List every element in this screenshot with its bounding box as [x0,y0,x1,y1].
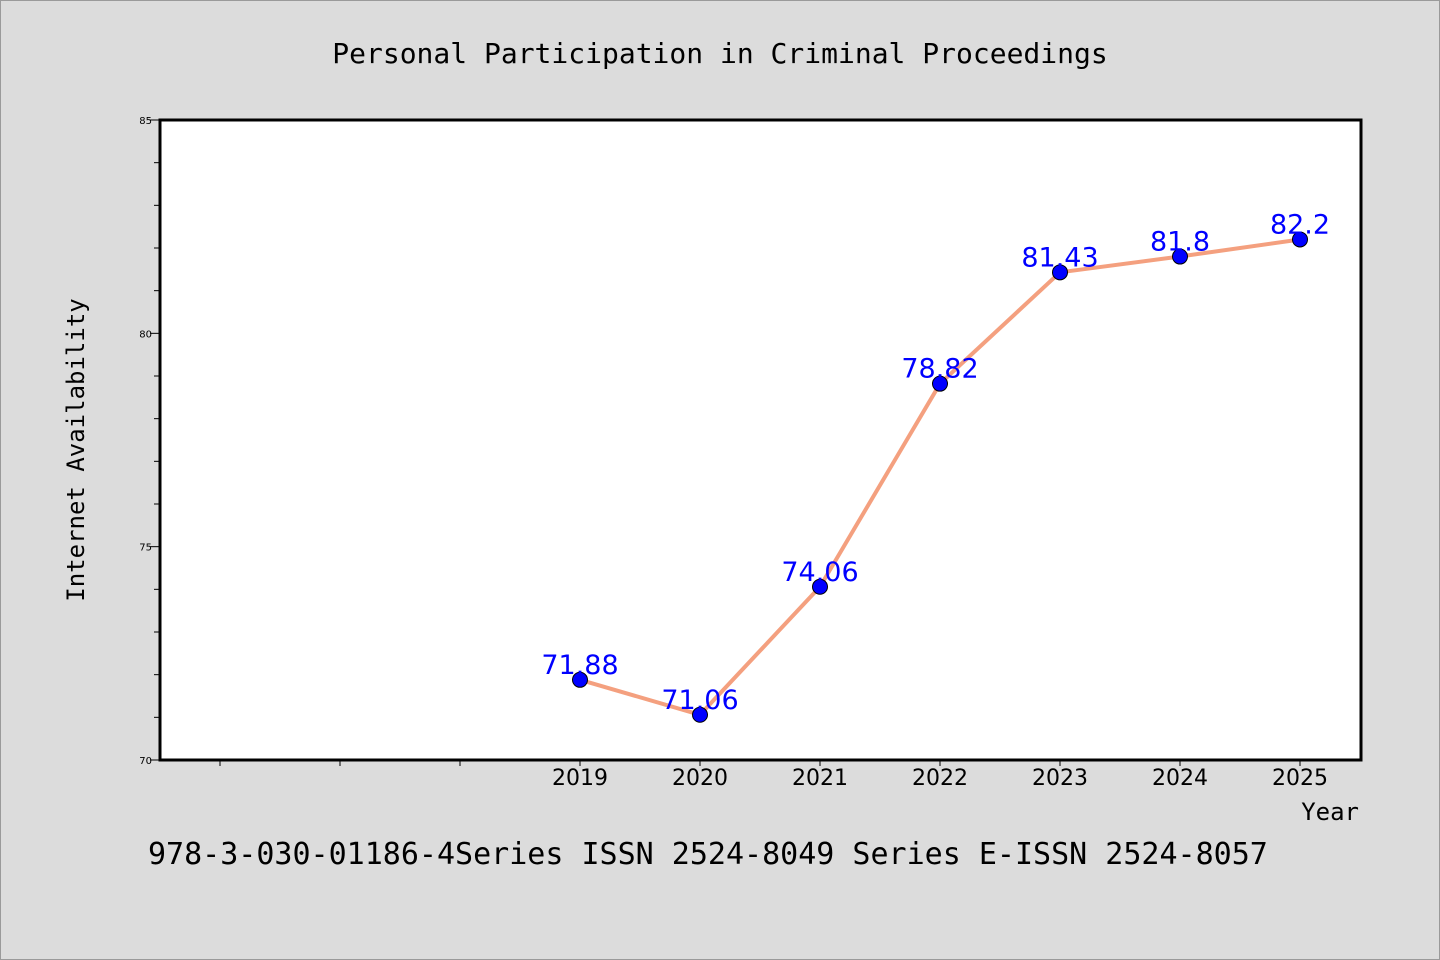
y-tick-label: 70 [139,756,152,767]
data-point [1292,231,1308,248]
y-axis-label: Internet Availability [62,298,90,601]
data-point [932,375,948,392]
x-tick-label: 2019 [552,766,608,791]
x-axis-label: Year [1301,798,1359,826]
x-tick-label: 2020 [672,766,728,791]
y-tick-label: 85 [139,116,152,127]
footer-text: 978-3-030-01186-4Series ISSN 2524-8049 S… [148,837,1268,872]
data-label: 78.82 [901,354,978,385]
plot-area [158,118,1363,762]
data-label: 82.2 [1270,209,1330,240]
y-tick-label: 80 [139,329,152,340]
x-tick-label: 2024 [1152,766,1208,791]
data-point [692,706,708,723]
data-point [812,578,828,595]
data-labels-group: 71.88 71.06 74.06 78.82 81.43 81.8 82.2 [541,209,1330,715]
axis-ticks: 70 75 80 85 2019 2020 2021 2022 2023 2024 2025 [139,116,1328,791]
data-label: 74.06 [781,557,858,588]
y-tick-label: 75 [139,543,152,554]
data-label: 81.8 [1150,227,1210,258]
x-tick-label: 2022 [912,766,968,791]
data-point [1052,264,1068,281]
data-point [1172,248,1188,265]
x-tick-label: 2025 [1272,766,1328,791]
data-label: 71.88 [541,650,618,681]
data-point [572,671,588,688]
chart-title: Personal Participation in Criminal Proce… [332,37,1107,70]
markers-group [572,231,1308,723]
data-label: 81.43 [1021,242,1098,273]
x-tick-label: 2021 [792,766,848,791]
data-label: 71.06 [661,685,738,716]
x-tick-label: 2023 [1032,766,1088,791]
